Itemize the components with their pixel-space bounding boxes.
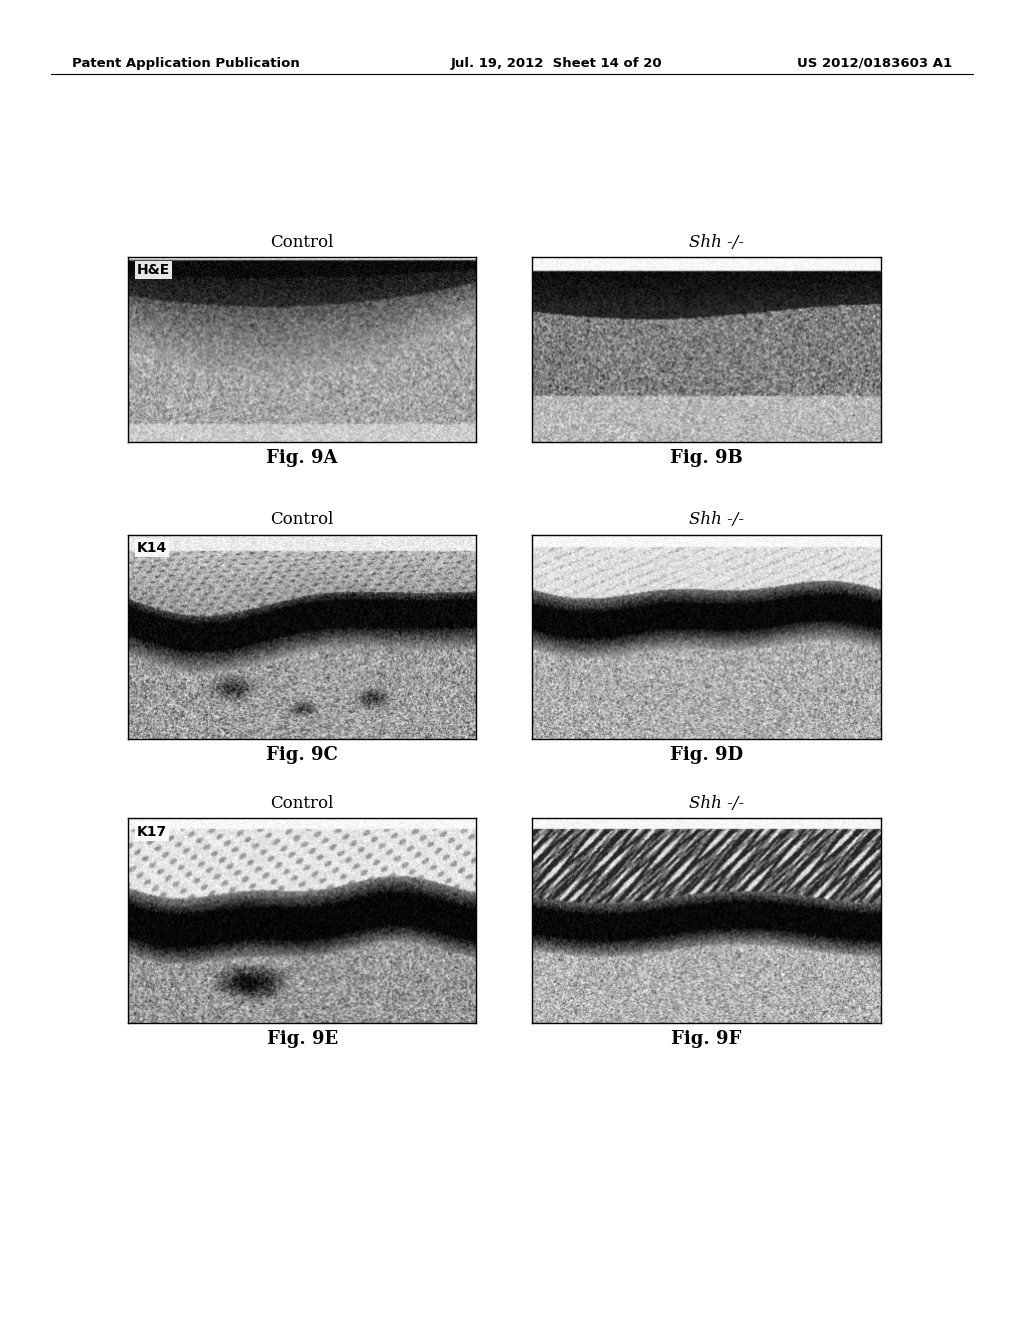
Text: Fig. 9B: Fig. 9B bbox=[670, 449, 743, 467]
Text: Fig. 9F: Fig. 9F bbox=[672, 1030, 741, 1048]
Text: K14: K14 bbox=[137, 541, 167, 554]
Text: Shh -/-: Shh -/- bbox=[689, 234, 744, 251]
Text: Shh -/-: Shh -/- bbox=[689, 795, 744, 812]
Text: Fig. 9C: Fig. 9C bbox=[266, 746, 338, 764]
Text: K17: K17 bbox=[137, 825, 167, 838]
Text: US 2012/0183603 A1: US 2012/0183603 A1 bbox=[798, 57, 952, 70]
Text: Fig. 9A: Fig. 9A bbox=[266, 449, 338, 467]
Text: Control: Control bbox=[270, 511, 334, 528]
Text: H&E: H&E bbox=[137, 263, 170, 277]
Text: Jul. 19, 2012  Sheet 14 of 20: Jul. 19, 2012 Sheet 14 of 20 bbox=[451, 57, 663, 70]
Text: Shh -/-: Shh -/- bbox=[689, 511, 744, 528]
Text: Control: Control bbox=[270, 795, 334, 812]
Text: Fig. 9D: Fig. 9D bbox=[670, 746, 743, 764]
Text: Control: Control bbox=[270, 234, 334, 251]
Text: Fig. 9E: Fig. 9E bbox=[266, 1030, 338, 1048]
Text: Patent Application Publication: Patent Application Publication bbox=[72, 57, 299, 70]
